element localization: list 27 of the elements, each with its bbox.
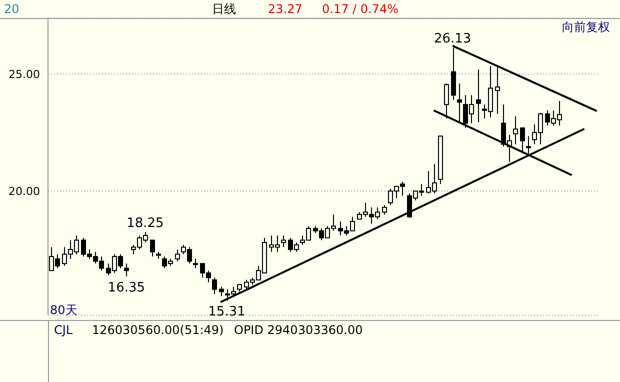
text: 20 — [4, 2, 20, 16]
candlestick — [212, 277, 217, 294]
annotation: 15.31 — [208, 304, 246, 320]
text: 日线 — [212, 2, 236, 16]
annotation: 16.35 — [108, 280, 146, 296]
candlestick — [382, 204, 387, 215]
annotation: 向前复权 — [562, 20, 610, 34]
text: 126030560.00(51:49) — [92, 323, 224, 337]
candlestick — [175, 249, 180, 262]
text: 0.17 / 0.74% — [322, 2, 399, 16]
text: OPID 2940303360.00 — [234, 323, 363, 337]
candlestick — [281, 234, 286, 248]
candlestick — [526, 136, 531, 154]
candlestick — [219, 286, 224, 297]
text: 23.27 — [268, 2, 302, 16]
candlestick — [150, 240, 155, 258]
candlestick — [124, 263, 129, 277]
candlestick — [513, 116, 518, 145]
candlestick — [520, 127, 525, 152]
y-tick-label: 20.00 — [8, 184, 40, 198]
annotation: 18.25 — [126, 216, 164, 231]
text: CJL — [54, 323, 73, 337]
y-tick-label: 25.00 — [8, 68, 40, 82]
annotation: 80天 — [50, 303, 78, 317]
annotation: 26.13 — [434, 32, 472, 47]
candlestick — [476, 68, 481, 123]
candlestick — [193, 258, 198, 269]
